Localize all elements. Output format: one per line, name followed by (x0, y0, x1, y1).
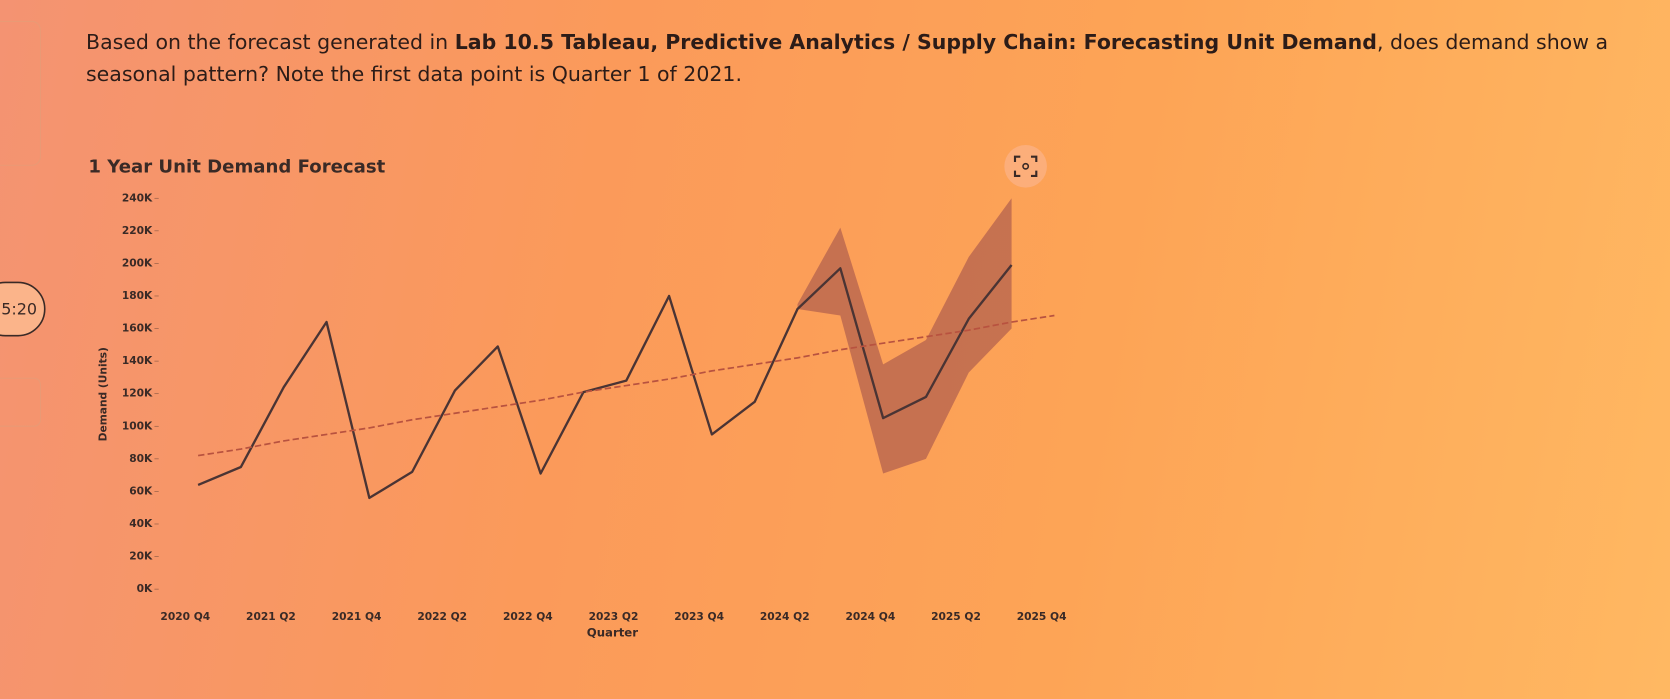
y-tick-label: 160K (122, 322, 153, 335)
expand-icon[interactable] (1022, 162, 1030, 170)
demand-line (197, 264, 1013, 500)
x-tick-label: 2021 Q4 (332, 610, 382, 623)
chart-title: 1 Year Unit Demand Forecast (88, 156, 385, 177)
trend-line (197, 314, 1055, 457)
y-tick-label: 0K (137, 582, 153, 595)
x-tick-label: 2024 Q4 (845, 610, 895, 623)
x-tick-label: 2023 Q2 (589, 610, 639, 623)
question-text: Based on the forecast generated in (86, 30, 455, 54)
timer: 5:20 (1, 300, 37, 319)
y-tick-label: 20K (129, 550, 153, 563)
y-tick-label: 140K (122, 354, 153, 367)
x-tick-label: 2020 Q4 (160, 610, 210, 623)
x-tick-label: 2023 Q4 (674, 610, 724, 623)
x-tick-label: 2022 Q2 (417, 610, 467, 623)
forecast-band (797, 198, 1012, 474)
x-tick-label: 2022 Q4 (503, 610, 553, 623)
expand-button[interactable] (1004, 145, 1047, 188)
expand-button-bg[interactable] (1004, 145, 1047, 188)
side-panel (0, 377, 42, 427)
y-tick-label: 100K (122, 419, 153, 432)
y-tick-label: 60K (129, 484, 153, 497)
y-tick-label: 180K (122, 289, 153, 302)
x-tick-label: 2021 Q2 (246, 610, 296, 623)
expand-icon[interactable] (1013, 155, 1038, 177)
timer-badge (0, 281, 46, 337)
y-tick-label: 240K (122, 191, 153, 204)
question-bold: Lab 10.5 Tableau, Predictive Analytics /… (454, 30, 1377, 54)
y-tick-label: 200K (122, 256, 153, 269)
x-tick-label: 2025 Q2 (931, 610, 981, 623)
x-axis-label: Quarter (587, 625, 638, 639)
side-panel (0, 20, 42, 166)
y-tick-label: 40K (129, 517, 153, 530)
y-tick-label: 80K (129, 452, 153, 465)
y-tick-label: 120K (122, 387, 153, 400)
y-axis-label: Demand (Units) (96, 347, 109, 441)
x-tick-label: 2025 Q4 (1017, 610, 1067, 623)
question-text: , does demand show a seasonal pattern? N… (86, 30, 1609, 86)
y-tick-label: 220K (122, 224, 153, 237)
x-tick-label: 2024 Q2 (760, 610, 810, 623)
question: Based on the forecast generated in Lab 1… (86, 26, 1626, 90)
